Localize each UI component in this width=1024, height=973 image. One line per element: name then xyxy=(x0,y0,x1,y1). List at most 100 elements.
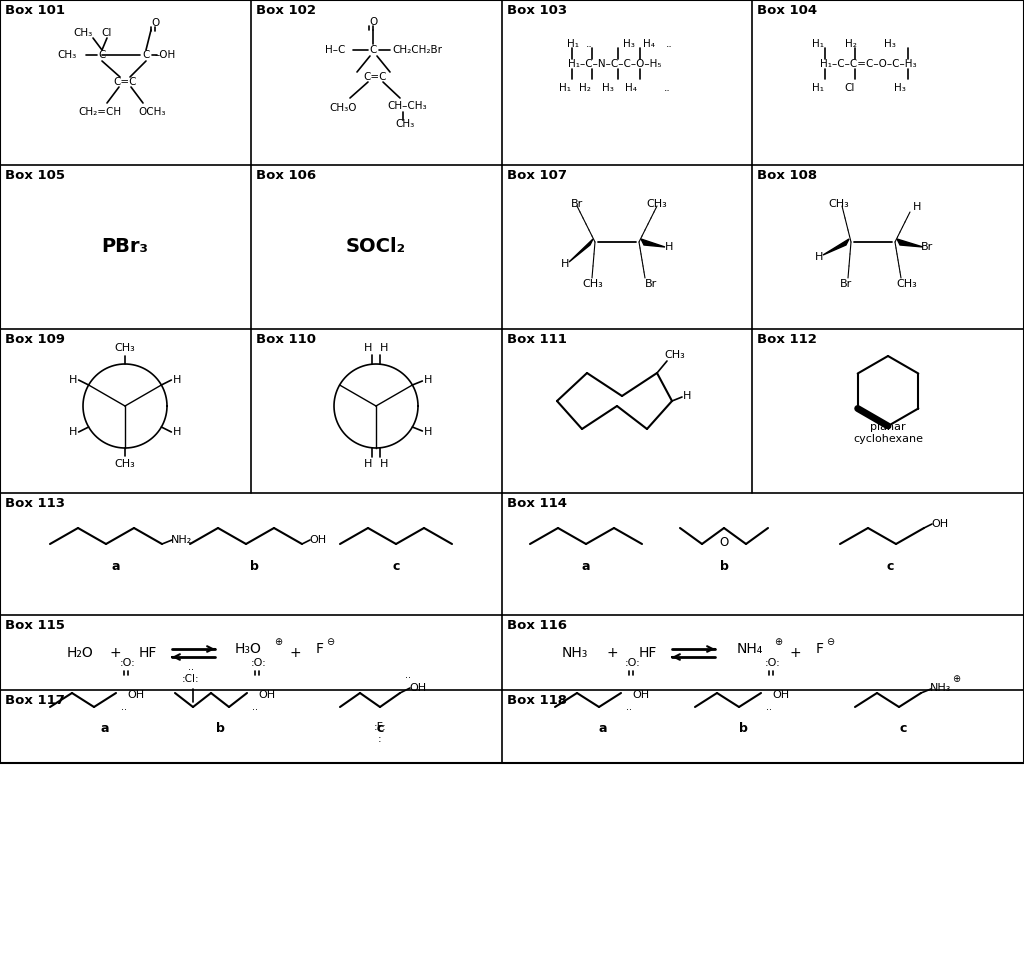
Text: H₃: H₃ xyxy=(602,83,614,93)
Text: H₄: H₄ xyxy=(643,39,655,49)
Text: O: O xyxy=(720,535,729,549)
Text: CH₂CH₂Br: CH₂CH₂Br xyxy=(392,45,442,55)
Text: H–C: H–C xyxy=(325,45,345,55)
Text: H: H xyxy=(815,252,823,262)
Text: Box 110: Box 110 xyxy=(256,333,316,346)
Text: CH₃: CH₃ xyxy=(57,50,77,60)
Text: ..: .. xyxy=(586,39,592,49)
Text: Box 103: Box 103 xyxy=(507,4,567,17)
Text: C: C xyxy=(142,50,150,60)
Text: ..: .. xyxy=(121,702,127,712)
Text: CH₃: CH₃ xyxy=(115,343,135,353)
Text: c: c xyxy=(392,559,399,572)
Text: :O:: :O: xyxy=(625,658,641,668)
Text: CH₃: CH₃ xyxy=(828,199,849,209)
Text: NH₃: NH₃ xyxy=(931,683,951,693)
Text: CH–CH₃: CH–CH₃ xyxy=(387,101,427,111)
Text: HF: HF xyxy=(139,646,158,660)
Text: ..: .. xyxy=(406,670,411,680)
Text: H₁: H₁ xyxy=(567,39,579,49)
Text: OH: OH xyxy=(410,683,427,693)
Text: :O:: :O: xyxy=(251,658,267,668)
Text: OH: OH xyxy=(633,690,649,700)
Text: Box 113: Box 113 xyxy=(5,497,65,510)
Text: a: a xyxy=(582,559,590,572)
Text: H: H xyxy=(380,459,388,469)
Text: CH₃: CH₃ xyxy=(646,199,668,209)
Text: ⊖: ⊖ xyxy=(326,637,334,647)
Polygon shape xyxy=(569,239,593,262)
Text: :Cl:: :Cl: xyxy=(182,674,200,684)
Text: ..: .. xyxy=(188,662,194,672)
Text: H₃: H₃ xyxy=(894,83,906,93)
Text: ..: .. xyxy=(664,83,671,93)
Text: +: + xyxy=(289,646,301,660)
Text: Br: Br xyxy=(645,279,657,289)
Text: a: a xyxy=(599,723,607,736)
Text: OH: OH xyxy=(127,690,144,700)
Text: ..: .. xyxy=(766,702,772,712)
Text: NH₄: NH₄ xyxy=(737,642,763,656)
Text: Box 112: Box 112 xyxy=(757,333,817,346)
Text: H: H xyxy=(424,427,432,437)
Text: PBr₃: PBr₃ xyxy=(101,237,148,257)
Text: H: H xyxy=(912,202,922,212)
Text: Box 115: Box 115 xyxy=(5,619,65,632)
Text: H₄: H₄ xyxy=(625,83,637,93)
Text: H: H xyxy=(665,242,673,252)
Text: CH₃: CH₃ xyxy=(115,459,135,469)
Text: C: C xyxy=(98,50,105,60)
Text: H: H xyxy=(424,375,432,385)
Text: ⊕: ⊕ xyxy=(774,637,782,647)
Text: H₂: H₂ xyxy=(579,83,591,93)
Text: –OH: –OH xyxy=(155,50,176,60)
Text: :: : xyxy=(378,734,382,744)
Text: Box 108: Box 108 xyxy=(757,169,817,182)
Text: CH₃O: CH₃O xyxy=(330,103,356,113)
Text: a: a xyxy=(100,723,110,736)
Text: SOCl₂: SOCl₂ xyxy=(346,237,407,257)
Text: CH₂=CH: CH₂=CH xyxy=(79,107,122,117)
Text: H₃: H₃ xyxy=(623,39,635,49)
Text: Box 107: Box 107 xyxy=(507,169,567,182)
Text: F: F xyxy=(316,642,324,656)
Text: Box 101: Box 101 xyxy=(5,4,65,17)
Text: Box 111: Box 111 xyxy=(507,333,567,346)
Text: H: H xyxy=(173,427,181,437)
Text: CH₃: CH₃ xyxy=(395,119,415,129)
Text: O: O xyxy=(151,18,159,28)
Text: H: H xyxy=(69,375,77,385)
Text: Box 116: Box 116 xyxy=(507,619,567,632)
Text: :O:: :O: xyxy=(120,658,136,668)
Text: H₂O: H₂O xyxy=(67,646,93,660)
Text: b: b xyxy=(738,723,748,736)
Text: H₃O: H₃O xyxy=(234,642,261,656)
Text: planar
cyclohexane: planar cyclohexane xyxy=(853,422,923,444)
Text: Box 105: Box 105 xyxy=(5,169,65,182)
Text: Br: Br xyxy=(921,242,933,252)
Text: C=C: C=C xyxy=(114,77,137,87)
Text: +: + xyxy=(110,646,121,660)
Text: Box 106: Box 106 xyxy=(256,169,316,182)
Text: C=C: C=C xyxy=(364,72,387,82)
Text: :O:: :O: xyxy=(765,658,781,668)
Text: ..: .. xyxy=(626,702,632,712)
Text: H: H xyxy=(380,343,388,353)
Text: b: b xyxy=(720,559,728,572)
Text: OCH₃: OCH₃ xyxy=(138,107,166,117)
Text: b: b xyxy=(216,723,224,736)
Text: CH₃: CH₃ xyxy=(665,350,685,360)
Text: H₃: H₃ xyxy=(884,39,896,49)
Text: H: H xyxy=(173,375,181,385)
Polygon shape xyxy=(823,239,849,255)
Text: ..: .. xyxy=(252,702,258,712)
Text: Box 118: Box 118 xyxy=(507,694,567,707)
Text: NH₂: NH₂ xyxy=(171,535,193,545)
Text: HF: HF xyxy=(639,646,657,660)
Polygon shape xyxy=(897,239,923,247)
Text: Box 117: Box 117 xyxy=(5,694,65,707)
Text: Cl: Cl xyxy=(845,83,855,93)
Text: H₂: H₂ xyxy=(845,39,857,49)
Text: CH₃: CH₃ xyxy=(583,279,603,289)
Text: O: O xyxy=(369,17,377,27)
